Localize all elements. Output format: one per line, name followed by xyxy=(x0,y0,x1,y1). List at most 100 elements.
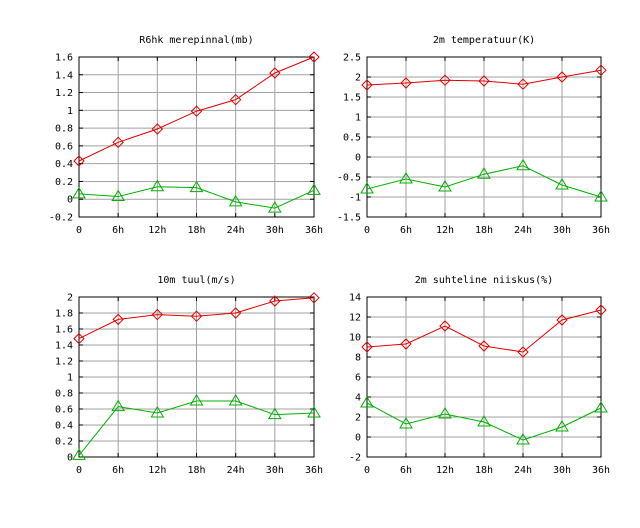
x-tick-label: 18h xyxy=(475,225,493,236)
y-tick-label: 0.8 xyxy=(55,389,73,400)
x-tick-label: 0 xyxy=(76,225,82,236)
y-tick-label: 1.6 xyxy=(55,53,73,64)
y-tick-label: -0.5 xyxy=(337,173,361,184)
y-tick-label: 0.8 xyxy=(55,124,73,135)
data-point-triangle xyxy=(555,420,569,432)
data-point-diamond xyxy=(229,93,242,106)
y-tick-label: 0.5 xyxy=(343,133,361,144)
y-tick-label: -0.2 xyxy=(49,213,73,224)
data-point-triangle xyxy=(189,394,204,406)
data-point-diamond xyxy=(478,75,490,87)
y-tick-label: 14 xyxy=(349,293,361,304)
y-tick-label: 2 xyxy=(355,73,361,84)
y-tick-label: 8 xyxy=(355,353,361,364)
y-tick-label: -1.5 xyxy=(337,213,361,224)
y-tick-label: 6 xyxy=(355,373,361,384)
x-tick-label: 30h xyxy=(553,465,571,476)
x-tick-label: 12h xyxy=(148,225,166,236)
data-point-diamond xyxy=(308,292,320,304)
data-point-triangle xyxy=(228,194,243,207)
data-point-diamond xyxy=(517,346,529,358)
chart-title: R6hk merepinnal(mb) xyxy=(139,35,253,46)
y-tick-label: 4 xyxy=(355,393,361,404)
y-tick-label: 1 xyxy=(67,106,73,117)
data-point-diamond xyxy=(556,71,568,83)
y-tick-label: 2.5 xyxy=(343,53,361,64)
x-tick-label: 30h xyxy=(266,225,284,236)
y-tick-label: 0.2 xyxy=(55,437,73,448)
data-point-triangle xyxy=(438,180,452,192)
data-point-diamond xyxy=(517,78,529,90)
y-tick-label: 0.6 xyxy=(55,141,73,152)
data-point-diamond xyxy=(73,155,85,167)
x-tick-label: 12h xyxy=(436,465,454,476)
data-point-diamond xyxy=(595,304,607,316)
chart-panel-1: -0.200.20.40.60.811.21.41.60 6h 12h 18h 24h 3… xyxy=(49,35,323,236)
data-point-triangle xyxy=(477,415,491,427)
data-point-triangle xyxy=(150,179,165,192)
y-tick-label: 2 xyxy=(355,413,361,424)
data-point-triangle xyxy=(516,433,530,445)
data-point-diamond xyxy=(151,123,164,135)
data-point-triangle xyxy=(228,394,243,406)
x-tick-label: 36h xyxy=(305,225,323,236)
data-point-triangle xyxy=(594,401,608,413)
data-point-triangle xyxy=(399,417,413,429)
data-point-diamond xyxy=(269,295,281,307)
data-point-triangle xyxy=(438,407,452,419)
data-point-triangle xyxy=(72,448,86,460)
data-point-diamond xyxy=(190,310,203,322)
x-tick-label: 6h xyxy=(400,225,412,236)
y-tick-label: 10 xyxy=(349,333,361,344)
data-point-triangle xyxy=(516,158,530,171)
data-point-diamond xyxy=(439,320,451,332)
chart-title: 2m temperatuur(K) xyxy=(433,35,535,46)
series-line-triangle xyxy=(78,400,315,456)
data-point-diamond xyxy=(556,314,568,326)
data-point-triangle xyxy=(307,406,321,418)
y-tick-label: 0.4 xyxy=(55,421,73,432)
series-line-diamond xyxy=(366,69,602,86)
data-point-triangle xyxy=(360,182,374,194)
y-tick-label: 1.8 xyxy=(55,309,73,320)
data-point-triangle xyxy=(555,178,569,190)
data-point-diamond xyxy=(361,79,373,91)
y-tick-label: 0 xyxy=(67,195,73,206)
data-point-diamond xyxy=(151,308,164,321)
data-point-triangle xyxy=(267,407,282,420)
data-point-triangle xyxy=(477,167,491,179)
chart-title: 2m suhteline niiskus(%) xyxy=(415,275,553,286)
y-tick-label: 1.2 xyxy=(55,88,73,99)
x-tick-label: 36h xyxy=(592,225,610,236)
series-line-diamond xyxy=(78,56,315,162)
data-point-triangle xyxy=(267,201,282,213)
x-tick-label: 0 xyxy=(364,225,370,236)
y-tick-label: 12 xyxy=(349,313,361,324)
x-tick-label: 6h xyxy=(112,465,124,476)
data-point-triangle xyxy=(189,180,204,193)
y-tick-label: 1 xyxy=(355,113,361,124)
data-point-diamond xyxy=(400,77,412,89)
data-point-diamond xyxy=(400,338,412,350)
data-point-triangle xyxy=(399,172,413,184)
data-point-diamond xyxy=(269,67,281,79)
y-tick-label: 1.5 xyxy=(343,93,361,104)
series-line-triangle xyxy=(78,186,315,209)
x-tick-label: 24h xyxy=(514,465,532,476)
y-tick-label: 0.4 xyxy=(55,159,73,170)
y-tick-label: 0 xyxy=(355,433,361,444)
data-point-diamond xyxy=(478,340,490,352)
series-line-triangle xyxy=(366,402,602,441)
y-tick-label: 0 xyxy=(355,153,361,164)
x-tick-label: 24h xyxy=(514,225,532,236)
x-tick-label: 12h xyxy=(436,225,454,236)
series-line-diamond xyxy=(366,309,602,353)
data-point-diamond xyxy=(361,341,373,353)
data-point-triangle xyxy=(150,406,165,418)
data-point-diamond xyxy=(229,307,242,319)
x-tick-label: 0 xyxy=(76,465,82,476)
y-tick-label: 0.2 xyxy=(55,177,73,188)
data-point-triangle xyxy=(72,186,86,199)
data-point-diamond xyxy=(439,74,451,86)
